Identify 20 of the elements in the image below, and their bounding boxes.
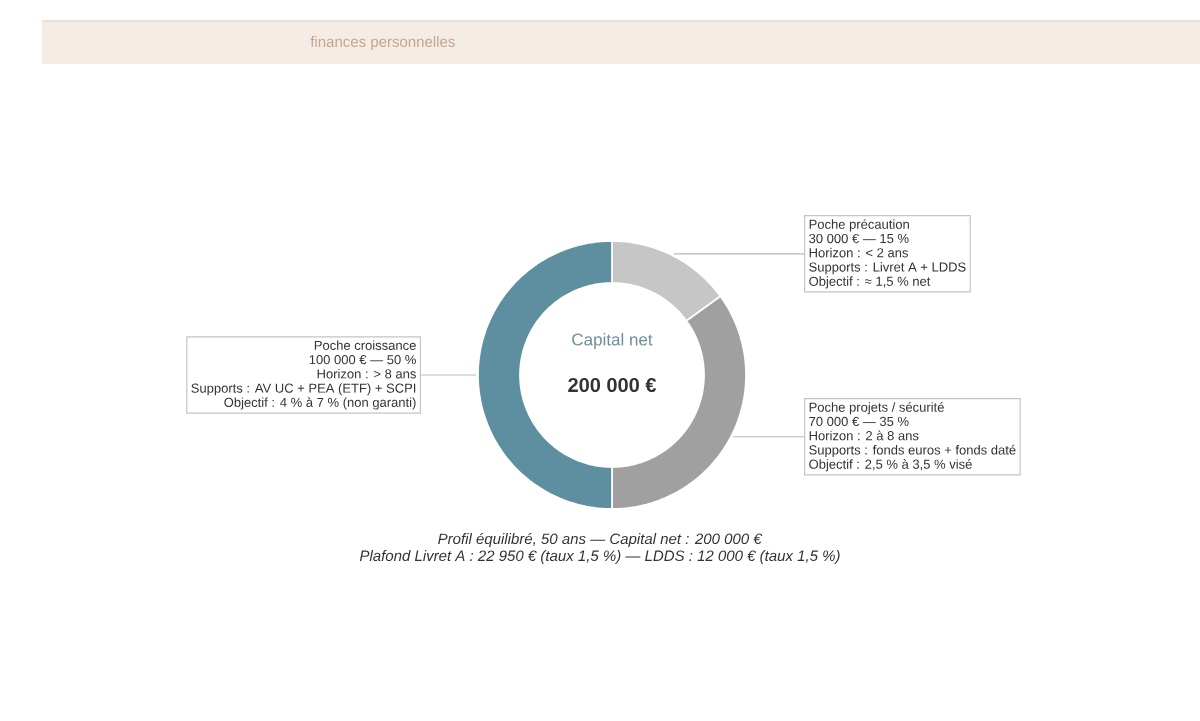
text: 200 000 € bbox=[568, 377, 657, 393]
text: Horizon : 2 à 8 ans bbox=[809, 430, 919, 441]
text: Supports : fonds euros + fonds daté bbox=[809, 444, 1016, 458]
text: Capital net bbox=[572, 333, 653, 349]
text: Objectif : 2,5 % à 3,5 % visé bbox=[809, 459, 972, 472]
text: Horizon : < 2 ans bbox=[809, 247, 908, 258]
text: Objectif : ≈ 1,5 % net bbox=[809, 276, 931, 289]
text: finances personnelles bbox=[310, 36, 455, 50]
text: Horizon : > 8 ans bbox=[317, 368, 416, 379]
data-label: 70 000 € — 35 % bbox=[809, 416, 909, 427]
text: Supports : AV UC + PEA (ETF) + SCPI bbox=[191, 383, 416, 396]
data-label: 100 000 € — 50 % bbox=[309, 355, 416, 365]
slice-label: Poche précaution bbox=[809, 219, 909, 232]
slice-label: Poche projets / sécurité bbox=[809, 402, 944, 415]
text: Objectif : 4 % à 7 % (non garanti) bbox=[224, 397, 416, 410]
text: Plafond Livret A : 22 950 € (taux 1,5 %) — LDDS : 12 000 € (taux 1,5 %) bbox=[359, 550, 840, 564]
text: Profil équilibré, 50 ans — Capital net : 200 000 € bbox=[438, 532, 763, 548]
slice-label: Poche croissance bbox=[314, 340, 416, 350]
text: Supports : Livret A + LDDS bbox=[809, 262, 966, 275]
data-label: 30 000 € — 15 % bbox=[809, 233, 909, 244]
